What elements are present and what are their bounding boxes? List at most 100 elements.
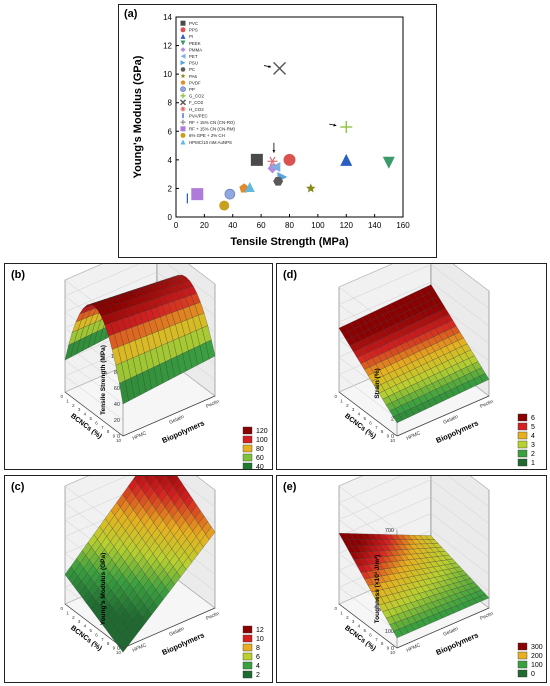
legend-swatch <box>242 462 253 469</box>
legend-swatch <box>517 422 528 431</box>
data-point <box>250 153 263 166</box>
marker-circle <box>219 200 230 211</box>
panel-b: (b) 020406080100120140109876543210HPMCGe… <box>4 263 273 470</box>
x-tick-label: 1 <box>340 610 343 615</box>
legend-label: H_CO2 <box>189 107 204 112</box>
x-tick-label: 6 <box>95 632 98 637</box>
z-axis-label: Young's Modulus (GPa) <box>100 553 107 626</box>
legend-item: HPMC/10 mM AuNPS <box>180 139 232 145</box>
panel-e-label: (e) <box>283 481 297 493</box>
legend-label: 100 <box>256 437 268 444</box>
data-point <box>270 162 281 172</box>
surface-chart-tensile: 020406080100120140109876543210HPMCGelati… <box>60 264 268 469</box>
legend-label: 300 <box>531 644 543 651</box>
marker-square <box>250 153 263 166</box>
x-tick-label: 140 <box>368 221 382 230</box>
legend-label: 1 <box>531 460 535 467</box>
y-tick-label: 14 <box>163 13 172 22</box>
z-tick-label: 40 <box>114 402 120 408</box>
x-tick-label: 5 <box>363 416 366 421</box>
marker-triangle-down <box>382 156 395 169</box>
x-tick-label: 1 <box>340 398 343 403</box>
legend-item: PPS <box>180 27 198 33</box>
legend-label: 6 <box>256 654 260 661</box>
legend-item: RF + 15% CN (CN-RO) <box>180 119 235 125</box>
marker-diamond <box>180 47 186 53</box>
legend-item: 6% GPE + 2% CH <box>180 132 225 138</box>
x-tick-label: 2 <box>72 403 75 408</box>
z-tick-label: 0 <box>117 434 120 440</box>
x-tick-label: 9 <box>387 646 390 651</box>
data-point <box>224 188 236 200</box>
data-point <box>219 200 230 211</box>
x-tick-label: 9 <box>113 434 116 439</box>
x-tick-label: 9 <box>113 646 116 651</box>
z-grid-line <box>64 476 216 548</box>
legend-item: PVC <box>180 20 198 26</box>
legend-item: PMMA <box>180 47 202 53</box>
x-tick-label: 20 <box>200 221 209 230</box>
legend-label: HPMC/10 mM AuNPS <box>189 140 232 145</box>
legend-label: PVA/PEC <box>189 113 208 118</box>
z-axis-label: Tensile Strength (MPa) <box>100 345 107 415</box>
marker-circle <box>180 27 186 33</box>
marker-triangle-right <box>180 60 186 66</box>
legend-label: 3 <box>531 442 535 449</box>
legend-swatch <box>242 453 253 462</box>
legend-swatch <box>517 449 528 458</box>
surface-cell <box>205 339 216 360</box>
x-axis-line <box>64 391 124 437</box>
legend-label: 5 <box>531 424 535 431</box>
x-tick-label: 2 <box>72 615 75 620</box>
z-grid-line <box>64 264 216 325</box>
legend-item: PSU <box>180 60 198 66</box>
marker-hexagon <box>273 176 284 186</box>
y-tick-label: HPMC <box>132 642 148 654</box>
x-tick-label: 1 <box>66 610 69 615</box>
legend-swatch <box>517 660 528 669</box>
legend-swatch <box>242 670 253 679</box>
legend-label: PEEK <box>189 41 201 46</box>
data-point <box>191 188 204 201</box>
y-tick-label: HPMC <box>406 430 422 442</box>
marker-triangle-left <box>180 53 186 59</box>
legend-label: G_CO2 <box>189 94 204 99</box>
z-grid-line <box>338 264 490 332</box>
plot-frame <box>175 16 404 218</box>
x-tick-label: 8 <box>381 429 384 434</box>
y-tick-label: 10 <box>163 70 172 79</box>
z-axis-label: Strain (%) <box>374 368 381 398</box>
legend-label: 2 <box>256 672 260 679</box>
x-axis-label: Tensile Strength (MPa) <box>230 236 349 248</box>
marker-circle <box>283 153 296 166</box>
x-tick-label: 4 <box>358 624 361 629</box>
legend-item: PVDF <box>180 80 201 85</box>
x-tick-label: 0 <box>60 606 63 611</box>
legend-label: PPS <box>189 28 198 33</box>
marker-square <box>180 126 186 132</box>
y-tick-label: 2 <box>168 184 173 193</box>
legend-label: PMMA <box>189 47 202 52</box>
marker-circle <box>180 132 186 138</box>
x-tick-label: 0 <box>334 394 337 399</box>
x-tick-label: 5 <box>363 628 366 633</box>
x-tick-label: 6 <box>369 420 372 425</box>
x-tick-label: 9 <box>387 434 390 439</box>
legend-label: PC <box>189 67 195 72</box>
panel-d-label: (d) <box>283 269 298 281</box>
legend-item: G_CO2 <box>180 93 204 99</box>
x-tick-label: 5 <box>89 416 92 421</box>
panel-a: (a) 0 20 40 60 80 100 120 140 160 0 2 4 6 8 10 12 14 Tens… <box>118 4 437 258</box>
y-tick-label: 8 <box>168 99 173 108</box>
y-tick-label: Pectin <box>205 611 220 622</box>
legend-swatch <box>517 413 528 422</box>
legend-item: PA6 <box>180 73 198 79</box>
marker-star <box>180 73 186 79</box>
y-tick-label: HPMC <box>132 430 148 442</box>
panel-b-label: (b) <box>11 269 26 281</box>
x-tick-label: 120 <box>340 221 354 230</box>
legend-label: PSU <box>189 61 198 66</box>
marker-triangle <box>244 182 255 192</box>
data-point <box>340 121 353 133</box>
z-tick-label: 0 <box>391 646 394 652</box>
